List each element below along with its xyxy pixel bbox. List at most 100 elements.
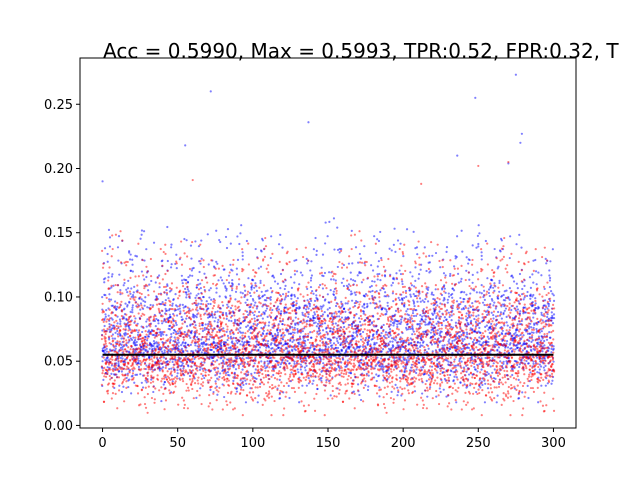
blue-point	[485, 324, 488, 327]
red-point	[167, 338, 170, 341]
blue-point	[426, 288, 430, 292]
red-point	[164, 387, 167, 390]
blue-point	[482, 341, 485, 344]
blue-point	[176, 369, 179, 372]
red-point	[149, 381, 152, 384]
red-point	[120, 308, 124, 312]
red-point	[222, 384, 226, 387]
blue-point	[307, 313, 310, 316]
blue-point	[223, 268, 226, 271]
red-point	[174, 376, 177, 379]
blue-point	[478, 340, 481, 343]
blue-point	[354, 299, 358, 303]
red-point	[162, 343, 165, 346]
blue-point	[350, 229, 353, 233]
blue-point	[248, 340, 251, 344]
blue-point	[402, 255, 405, 258]
red-point	[183, 403, 186, 406]
blue-point	[430, 343, 434, 346]
blue-point	[226, 371, 229, 374]
red-point	[143, 362, 147, 365]
blue-point	[476, 370, 479, 373]
red-point	[201, 327, 204, 330]
blue-point	[309, 336, 313, 339]
red-point	[169, 383, 172, 386]
blue-point	[105, 347, 108, 351]
red-point	[148, 308, 152, 311]
blue-point	[104, 315, 107, 318]
red-point	[165, 291, 169, 295]
blue-point	[143, 304, 146, 307]
blue-point	[518, 233, 521, 236]
blue-point	[145, 325, 148, 328]
red-point	[166, 269, 169, 273]
blue-point	[333, 312, 336, 315]
red-point	[146, 351, 149, 354]
red-point	[164, 366, 167, 369]
blue-point	[187, 275, 190, 279]
blue-point	[390, 284, 393, 287]
red-point	[212, 282, 215, 285]
blue-point	[141, 386, 145, 389]
red-point	[165, 357, 168, 360]
blue-point	[194, 324, 197, 327]
blue-point	[252, 375, 255, 379]
blue-point	[150, 279, 153, 283]
red-point	[164, 272, 167, 276]
red-point	[162, 250, 165, 254]
blue-point	[385, 312, 388, 316]
blue-point	[214, 380, 217, 383]
blue-point	[157, 319, 160, 322]
blue-point	[323, 322, 327, 325]
blue-point	[172, 331, 175, 335]
blue-point	[379, 289, 382, 292]
red-point	[185, 314, 189, 318]
blue-point	[277, 243, 281, 246]
blue-point	[131, 311, 134, 314]
red-point	[122, 340, 125, 343]
blue-point	[392, 324, 395, 327]
blue-point	[140, 298, 143, 301]
blue-point	[387, 372, 391, 375]
blue-point	[207, 307, 210, 310]
red-point	[225, 400, 228, 403]
blue-point	[475, 291, 478, 294]
blue-point	[524, 311, 527, 314]
red-point	[126, 332, 130, 336]
red-point	[177, 366, 180, 369]
blue-point	[161, 259, 164, 262]
blue-point	[326, 308, 329, 311]
blue-point	[508, 326, 512, 329]
blue-point	[148, 283, 151, 286]
blue-point	[129, 310, 132, 313]
blue-point	[321, 338, 324, 341]
red-point	[128, 358, 132, 362]
red-point	[198, 394, 201, 397]
blue-point	[219, 240, 222, 244]
red-point	[184, 349, 187, 352]
blue-point	[518, 272, 522, 276]
blue-point	[166, 225, 169, 229]
red-point	[175, 377, 179, 380]
blue-point	[160, 350, 164, 353]
blue-point	[279, 363, 282, 366]
blue-point	[515, 305, 519, 308]
blue-point	[509, 342, 512, 345]
red-point	[181, 322, 184, 325]
blue-point	[518, 365, 521, 369]
red-point	[110, 349, 114, 352]
red-point	[191, 339, 194, 342]
blue-point	[145, 320, 148, 323]
red-point	[139, 403, 142, 406]
blue-point	[225, 246, 229, 250]
red-point	[164, 285, 167, 288]
red-point	[143, 367, 146, 370]
blue-point	[257, 267, 260, 270]
red-point	[114, 283, 117, 287]
blue-point	[207, 302, 210, 306]
blue-point	[486, 387, 490, 390]
blue-point	[517, 334, 520, 337]
blue-point	[119, 356, 122, 359]
red-point	[151, 370, 154, 373]
blue-point	[418, 341, 422, 344]
